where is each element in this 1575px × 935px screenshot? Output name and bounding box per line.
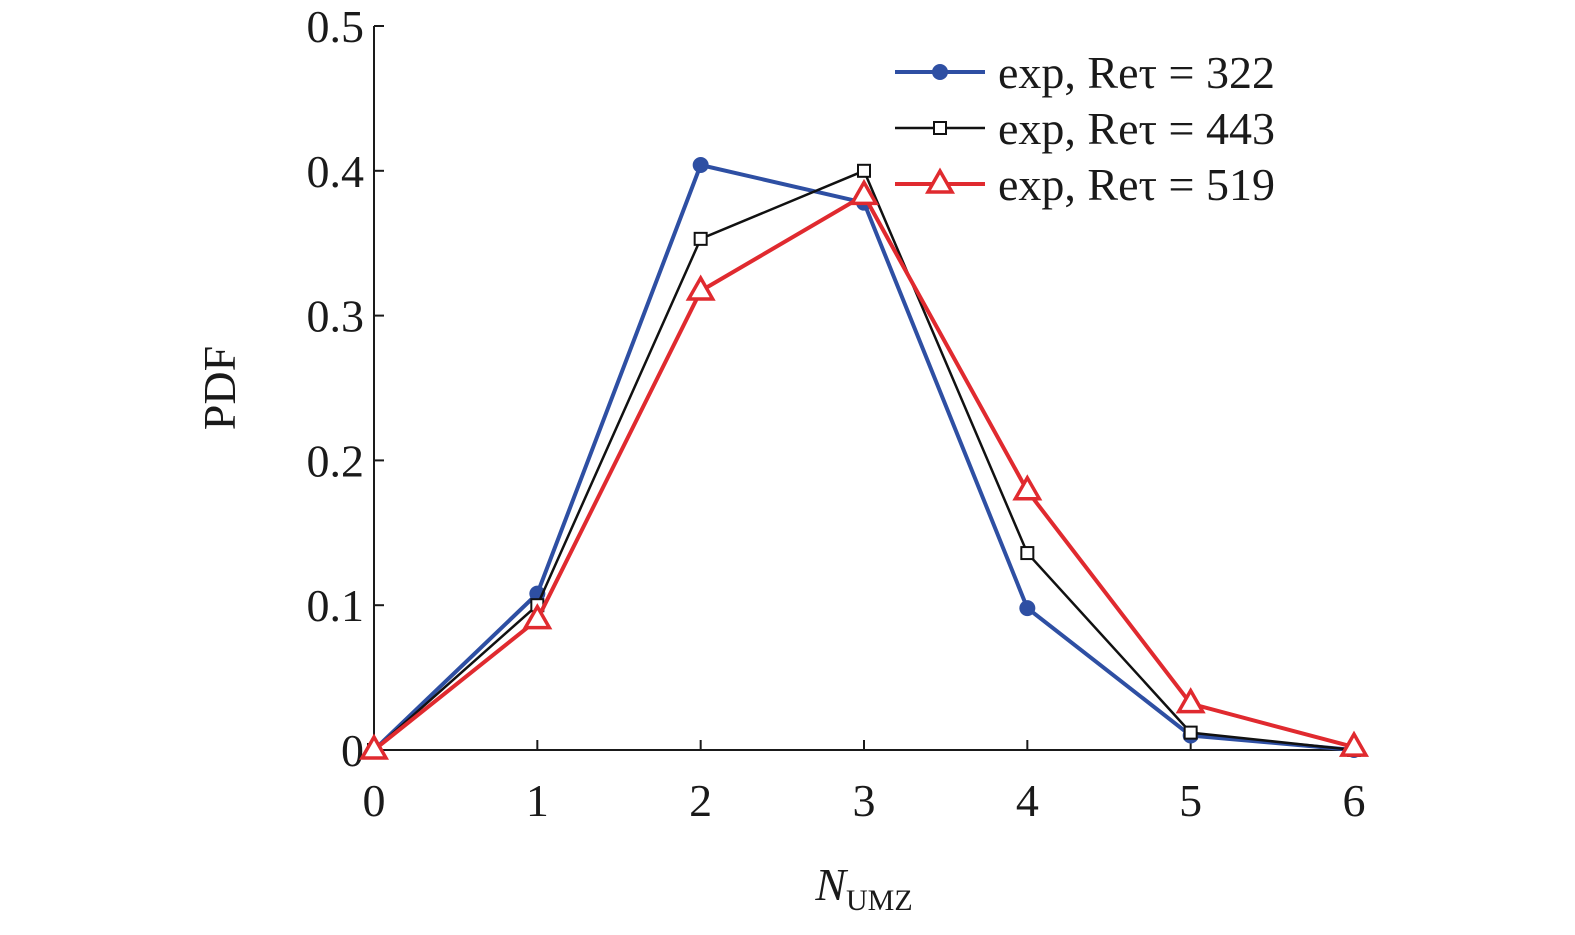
- data-point: [693, 231, 708, 246]
- data-point: [1175, 687, 1206, 714]
- y-tick-label: 0.4: [307, 146, 365, 197]
- x-tick-label: 4: [1016, 775, 1039, 826]
- data-point: [848, 178, 880, 206]
- x-tick-label: 5: [1179, 775, 1202, 826]
- data-point: [1020, 546, 1035, 561]
- x-tick-label: 1: [526, 775, 549, 826]
- x-tick-label: 6: [1343, 775, 1366, 826]
- x-axis-label: NUMZ: [814, 859, 912, 917]
- y-tick-label: 0.5: [307, 1, 365, 52]
- data-point: [358, 733, 390, 760]
- legend-marker: [932, 64, 948, 80]
- x-label-subscript: UMZ: [846, 884, 913, 917]
- legend-label: exp, Reτ = 322: [998, 47, 1275, 98]
- data-point: [685, 274, 716, 301]
- data-point: [1012, 474, 1043, 501]
- x-tick-label: 3: [853, 775, 876, 826]
- legend-marker: [933, 121, 947, 135]
- data-point: [1019, 600, 1036, 617]
- x-label-main: N: [814, 859, 848, 910]
- y-tick-label: 0.1: [307, 580, 365, 631]
- x-tick-label: 0: [363, 775, 386, 826]
- legend-label: exp, Reτ = 443: [998, 103, 1275, 154]
- data-point: [1183, 725, 1198, 740]
- series-line: [373, 169, 1355, 752]
- data-point: [692, 157, 709, 174]
- data-point: [522, 603, 553, 630]
- legend-label: exp, Reτ = 519: [998, 159, 1275, 210]
- data-point: [857, 163, 871, 178]
- y-tick-label: 0: [341, 725, 364, 776]
- data-point: [1338, 730, 1370, 757]
- y-tick-label: 0.3: [307, 291, 365, 342]
- series-line: [372, 192, 1355, 752]
- y-axis-label: PDF: [194, 346, 245, 430]
- x-tick-label: 2: [689, 775, 712, 826]
- legend-marker: [924, 167, 956, 194]
- series-line: [372, 162, 1355, 752]
- y-tick-label: 0.2: [307, 435, 365, 486]
